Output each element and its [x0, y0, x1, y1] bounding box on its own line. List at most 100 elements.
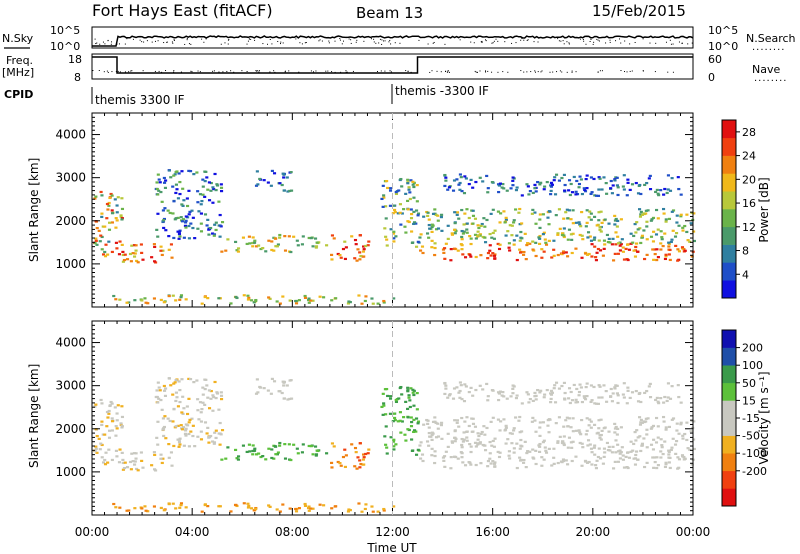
y-tick-label: 3000 [55, 171, 86, 185]
power-cell [645, 225, 649, 228]
velocity-cell [645, 428, 649, 431]
power-cell [220, 221, 225, 224]
velocity-cell [398, 419, 402, 422]
velocity-cell [639, 449, 643, 453]
power-cell [465, 222, 469, 225]
velocity-cell [455, 419, 459, 422]
power-cell [254, 299, 258, 303]
power-cell [413, 221, 417, 224]
velocity-cell [652, 466, 656, 469]
velocity-cell [455, 421, 459, 424]
velocity-cell [402, 416, 406, 419]
power-cell [616, 193, 620, 197]
power-cell [570, 238, 574, 241]
velocity-cell [677, 458, 682, 461]
velocity-cell [474, 463, 478, 467]
velocity-cell [583, 396, 587, 399]
nave-point [346, 71, 348, 73]
velocity-cell [167, 442, 171, 446]
power-cell [419, 233, 423, 236]
power-cell [493, 229, 497, 232]
velocity-cell [127, 509, 131, 512]
power-cell [557, 179, 561, 182]
power-cell [436, 214, 440, 217]
velocity-cell [218, 421, 222, 425]
velocity-cell [453, 436, 457, 439]
power-cell [549, 193, 553, 196]
power-cell [158, 181, 162, 184]
power-cell [599, 249, 603, 252]
velocity-cell [661, 415, 666, 419]
velocity-cell [579, 433, 583, 436]
velocity-cell [362, 453, 366, 456]
velocity-cell [671, 417, 676, 420]
velocity-cell [353, 446, 358, 450]
velocity-cell [382, 404, 386, 407]
velocity-cell [110, 417, 114, 420]
power-cell [580, 192, 584, 196]
velocity-cell [376, 510, 380, 513]
velocity-cell [114, 449, 118, 452]
velocity-cell [538, 391, 542, 394]
velocity-cell [200, 407, 204, 411]
nave-point [642, 70, 644, 72]
power-cell [159, 249, 163, 252]
velocity-cell [655, 396, 659, 400]
velocity-cell [162, 434, 166, 438]
velocity-cell [404, 400, 408, 403]
velocity-cell [427, 431, 431, 435]
nsearch-point [537, 41, 539, 43]
power-cell [505, 189, 509, 192]
power-cell [692, 239, 697, 243]
velocity-cell [603, 451, 607, 454]
velocity-cell [605, 400, 609, 403]
nave-point [672, 71, 674, 73]
power-cell [471, 222, 475, 225]
velocity-cell [518, 415, 522, 419]
power-cell [383, 227, 387, 230]
nsearch-point [642, 38, 644, 40]
velocity-cell [594, 467, 598, 470]
power-cell [407, 186, 411, 189]
velocity-cell [453, 455, 457, 458]
velocity-cell [408, 405, 412, 409]
power-cell [626, 178, 630, 181]
power-cell [598, 177, 602, 180]
power-cell [278, 302, 282, 305]
velocity-cell [162, 509, 166, 512]
power-cell [407, 188, 411, 191]
velocity-cell [443, 381, 447, 385]
power-cell [479, 254, 483, 257]
power-cell [433, 242, 437, 245]
velocity-cell [498, 451, 502, 454]
velocity-cell [481, 443, 485, 447]
velocity-cell [597, 427, 601, 430]
velocity-cell [220, 397, 224, 401]
velocity-cell [465, 439, 469, 442]
nsearch-point [295, 38, 297, 40]
power-cell [512, 219, 516, 222]
nsearch-point [526, 39, 528, 41]
velocity-cell [169, 384, 173, 387]
velocity-cell [477, 434, 481, 438]
power-cell [203, 213, 208, 216]
power-cell [618, 244, 622, 247]
velocity-cell [523, 440, 527, 443]
velocity-cell [469, 445, 473, 448]
nsearch-point [171, 41, 173, 43]
velocity-cell [599, 418, 603, 421]
nsearch-point [166, 41, 168, 43]
velocity-cell [567, 417, 571, 420]
power-cell [430, 246, 434, 249]
velocity-cell [311, 453, 315, 456]
power-cell [659, 248, 663, 251]
velocity-cell [428, 435, 432, 438]
nsearch-point [655, 42, 657, 44]
nave-point [190, 70, 192, 72]
power-cell [629, 242, 633, 245]
velocity-cell [567, 397, 571, 400]
velocity-cell [618, 449, 622, 452]
velocity-cell [580, 442, 584, 445]
power-cell [629, 232, 633, 235]
velocity-cell [558, 435, 562, 438]
